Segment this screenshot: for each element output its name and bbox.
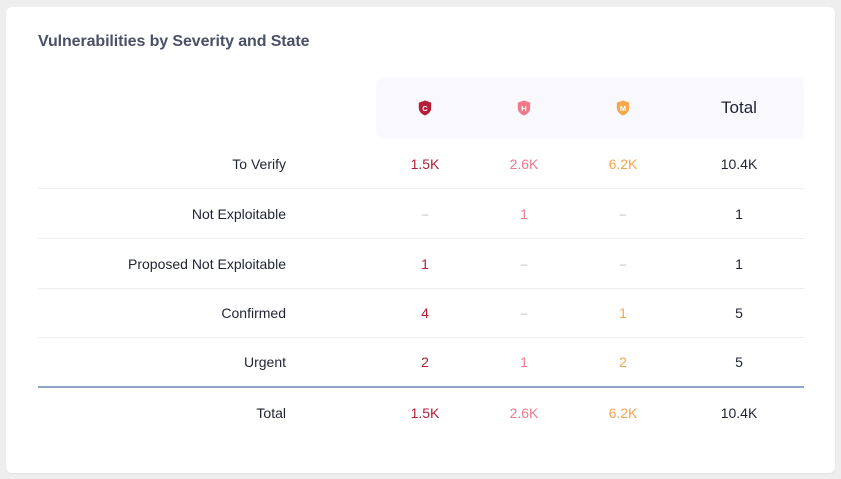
cell-total: 1: [735, 205, 743, 222]
cell-total: 1: [735, 255, 743, 272]
table-row: To Verify 1.5K 2.6K 6.2K 10.4K: [38, 139, 804, 189]
shield-medium-icon: M: [616, 100, 630, 116]
cell-total: 10.4K: [720, 155, 758, 172]
svg-text:M: M: [620, 104, 626, 113]
total-medium: 6.2K: [608, 405, 638, 421]
cell-medium: –: [619, 256, 627, 271]
table-header: C H M Total: [376, 77, 804, 139]
cell-critical: –: [421, 206, 429, 221]
cell-high[interactable]: 1: [520, 354, 528, 370]
cell-high: –: [520, 256, 528, 271]
cell-medium[interactable]: 1: [619, 304, 627, 321]
vulnerabilities-card: Vulnerabilities by Severity and State C …: [6, 7, 835, 473]
cell-critical[interactable]: 4: [421, 304, 429, 321]
cell-high[interactable]: 1: [520, 205, 528, 222]
total-critical: 1.5K: [410, 405, 440, 421]
cell-medium[interactable]: 2: [619, 354, 627, 370]
table-row: Urgent 2 1 2 5: [38, 338, 804, 388]
total-high: 2.6K: [509, 405, 539, 421]
header-total: Total: [721, 98, 757, 117]
table-row: Confirmed 4 – 1 5: [38, 288, 804, 338]
header-high: H: [474, 77, 574, 139]
cell-medium[interactable]: 6.2K: [608, 155, 638, 172]
cell-critical[interactable]: 1.5K: [410, 155, 440, 172]
cell-total: 5: [735, 354, 743, 370]
totals-row: Total 1.5K 2.6K 6.2K 10.4K: [38, 388, 804, 438]
table-row: Not Exploitable – 1 – 1: [38, 189, 804, 239]
header-medium: M: [573, 77, 673, 139]
header-critical: C: [375, 77, 475, 139]
widget-title: Vulnerabilities by Severity and State: [38, 33, 310, 50]
cell-total: 5: [735, 304, 743, 321]
row-label: Urgent: [243, 354, 286, 370]
row-label: Confirmed: [221, 304, 286, 321]
row-label: To Verify: [232, 155, 286, 172]
row-label: Not Exploitable: [191, 205, 286, 222]
shield-high-icon: H: [517, 100, 531, 116]
table-row: Proposed Not Exploitable 1 – – 1: [38, 239, 804, 289]
cell-medium: –: [619, 206, 627, 221]
grand-total: 10.4K: [720, 405, 758, 421]
totals-label: Total: [256, 405, 286, 421]
svg-text:H: H: [521, 104, 526, 113]
svg-text:C: C: [422, 104, 428, 113]
shield-critical-icon: C: [418, 100, 432, 116]
cell-critical[interactable]: 2: [421, 354, 429, 370]
cell-critical[interactable]: 1: [421, 255, 429, 272]
row-label: Proposed Not Exploitable: [128, 255, 286, 272]
cell-high: –: [520, 305, 528, 320]
cell-high[interactable]: 2.6K: [509, 155, 539, 172]
